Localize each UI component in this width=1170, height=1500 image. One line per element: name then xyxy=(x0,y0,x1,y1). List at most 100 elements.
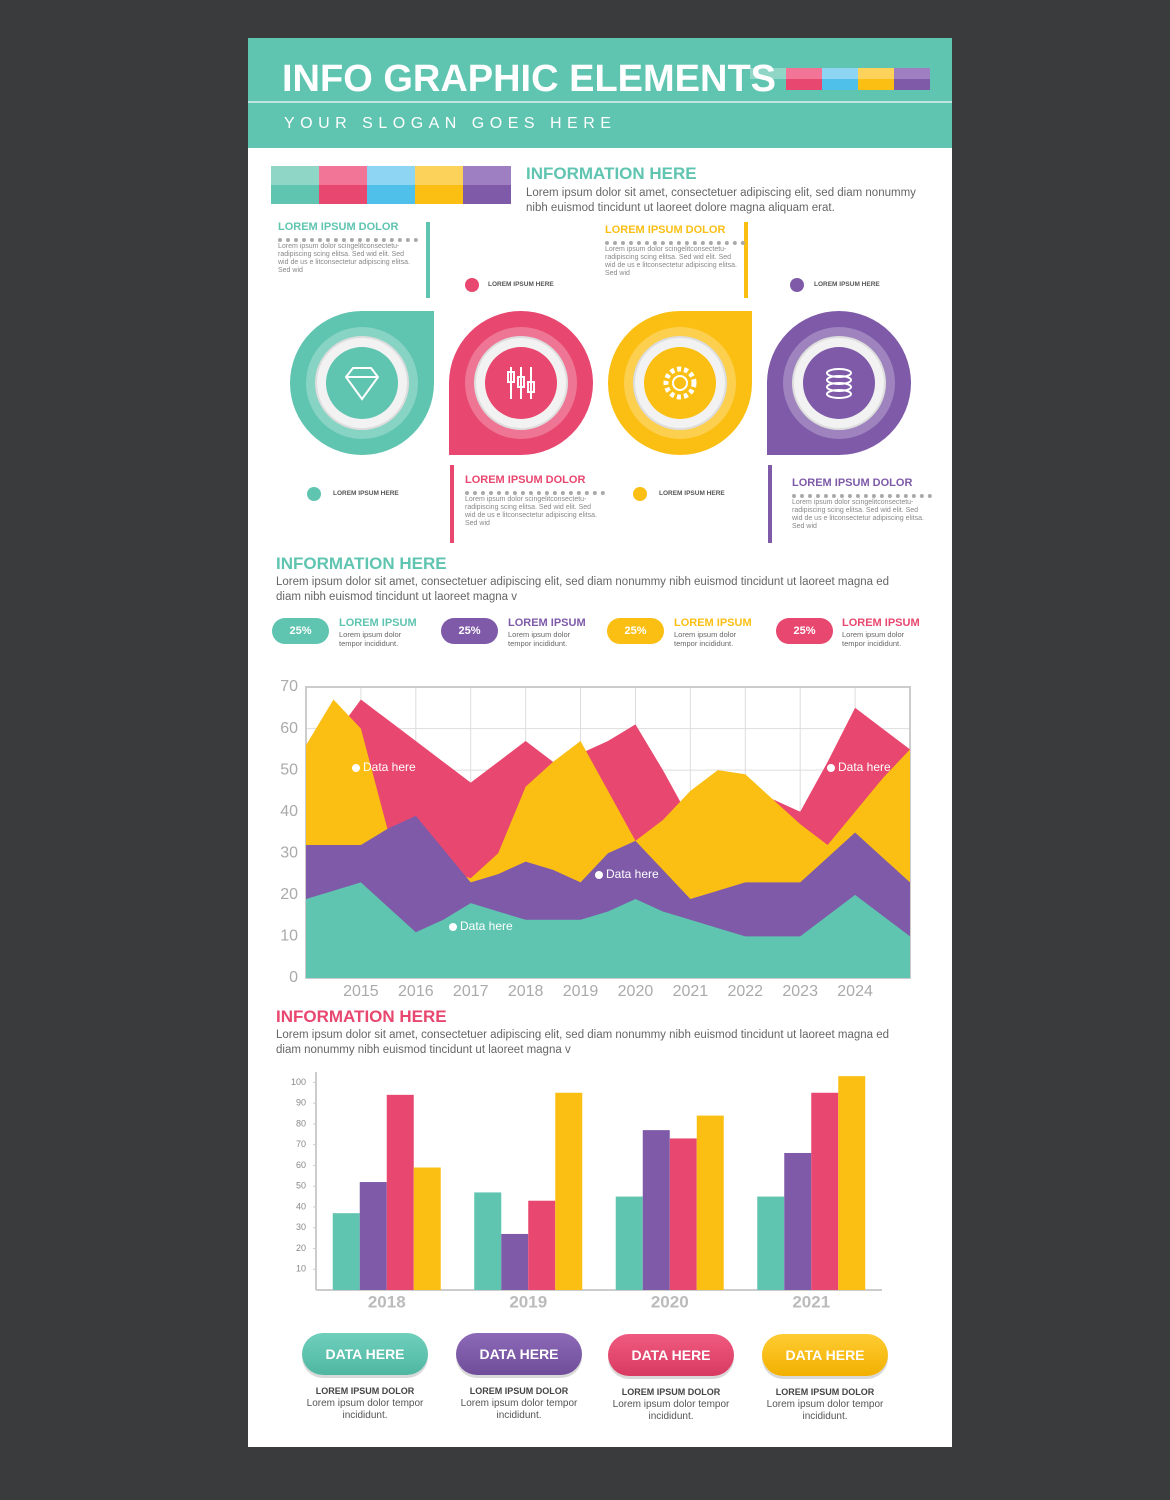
button-text: Lorem ipsum dolor tempor incididunt. xyxy=(306,1398,424,1421)
bar xyxy=(501,1233,529,1290)
y-tick-label: 10 xyxy=(296,1264,306,1274)
x-tick-label: 2019 xyxy=(563,983,599,1000)
dot xyxy=(790,278,804,292)
bar xyxy=(474,1192,502,1290)
stat-pill: 25% xyxy=(272,618,329,644)
y-tick-label: 50 xyxy=(280,761,298,778)
y-tick-label: 30 xyxy=(296,1222,306,1232)
swatch xyxy=(415,185,463,204)
bar xyxy=(386,1094,414,1290)
button: DATA HERE xyxy=(762,1334,888,1376)
x-tick-label: 2016 xyxy=(398,983,434,1000)
bar xyxy=(696,1115,724,1290)
swatch xyxy=(894,79,930,90)
x-tick-label: 2021 xyxy=(673,983,709,1000)
x-tick-label: 2019 xyxy=(509,1292,547,1311)
x-tick-label: 2023 xyxy=(782,983,818,1000)
button-text: Lorem ipsum dolor tempor incididunt. xyxy=(460,1398,578,1421)
bar xyxy=(555,1092,583,1290)
y-tick-label: 100 xyxy=(291,1077,306,1087)
x-tick-label: 2020 xyxy=(651,1292,689,1311)
heading: INFORMATION HERE xyxy=(526,164,697,183)
y-tick-label: 30 xyxy=(280,845,298,862)
bar xyxy=(615,1196,643,1290)
annotation-text: Data here xyxy=(363,760,416,774)
annotation-dot xyxy=(449,923,457,931)
button-text: Lorem ipsum dolor tempor incididunt. xyxy=(766,1399,884,1422)
slogan: YOUR SLOGAN GOES HERE xyxy=(284,115,617,132)
stat-heading: LOREM IPSUM xyxy=(674,617,752,629)
bar xyxy=(811,1092,839,1290)
stat-text: Lorem ipsum dolor tempor incididunt. xyxy=(508,630,571,648)
swatch xyxy=(415,166,463,185)
swatch xyxy=(271,185,319,204)
swatch xyxy=(463,185,511,204)
y-tick-label: 70 xyxy=(280,678,298,695)
annotation-text: Data here xyxy=(838,760,891,774)
swatch xyxy=(858,79,894,90)
stat-text: Lorem ipsum dolor tempor incididunt. xyxy=(842,630,905,648)
button-heading: LOREM IPSUM DOLOR xyxy=(621,1387,721,1397)
dot xyxy=(633,487,647,501)
icon-coin xyxy=(826,389,852,399)
swatch xyxy=(319,166,367,185)
area-chart: 0 10 20 30 40 50 60 70 2015 2016 2017 2018 2019 2020 2… xyxy=(280,678,911,1000)
bar xyxy=(413,1167,441,1290)
step-heading: LOREM IPSUM DOLOR xyxy=(465,474,605,495)
x-tick-label: 2017 xyxy=(453,983,489,1000)
dot-label: LOREM IPSUM HERE xyxy=(488,281,554,288)
dot xyxy=(307,487,321,501)
stat-pill: 25% xyxy=(441,618,498,644)
step-heading: LOREM IPSUM DOLOR xyxy=(605,224,745,245)
y-tick-label: 80 xyxy=(296,1118,306,1128)
title: INFO GRAPHIC ELEMENTS xyxy=(282,58,777,100)
y-tick-label: 20 xyxy=(280,886,298,903)
x-tick-label: 2024 xyxy=(837,983,873,1000)
y-tick-label: 40 xyxy=(296,1201,306,1211)
icon-box xyxy=(517,376,525,388)
icon xyxy=(507,367,535,399)
drop-core xyxy=(326,347,398,419)
y-tick-label: 50 xyxy=(296,1181,306,1191)
y-tick-label: 70 xyxy=(296,1139,306,1149)
bar-chart: 10 20 30 40 50 60 70 80 90 100 2018 2019 2020 2021 xyxy=(291,1072,882,1311)
heading: INFORMATION HERE xyxy=(276,554,447,573)
stat-heading: LOREM IPSUM xyxy=(339,617,417,629)
dot-label: LOREM IPSUM HERE xyxy=(659,490,725,497)
swatch xyxy=(750,68,786,79)
bar xyxy=(784,1152,812,1290)
annotation-text: Data here xyxy=(460,919,513,933)
button-text: Lorem ipsum dolor tempor incididunt. xyxy=(612,1399,730,1422)
bar xyxy=(359,1182,387,1290)
step-text: Lorem ipsum dolor scingelitconsectetu- r… xyxy=(465,496,597,527)
y-tick-label: 60 xyxy=(280,720,298,737)
bar xyxy=(642,1130,670,1290)
drops xyxy=(290,311,911,455)
x-tick-label: 2015 xyxy=(343,983,379,1000)
annotation: Data here xyxy=(449,919,513,933)
icon xyxy=(663,366,697,400)
x-tick-label: 2020 xyxy=(618,983,654,1000)
x-tick-label: 2018 xyxy=(508,983,544,1000)
swatch xyxy=(750,79,786,90)
area xyxy=(306,882,910,978)
paragraph: Lorem ipsum dolor sit amet, consectetuer… xyxy=(276,1029,890,1056)
button-heading: LOREM IPSUM DOLOR xyxy=(469,1386,569,1396)
step-text: Lorem ipsum dolor scingelitconsectetu- r… xyxy=(792,499,924,530)
y-tick-label: 60 xyxy=(296,1160,306,1170)
icon-gear-hole xyxy=(672,375,688,391)
icon-box xyxy=(527,381,535,393)
step-heading: LOREM IPSUM DOLOR xyxy=(792,477,932,498)
dot-label: LOREM IPSUM HERE xyxy=(814,281,880,288)
icon-box xyxy=(507,371,515,383)
icon xyxy=(344,367,380,401)
x-tick-label: 2018 xyxy=(368,1292,406,1311)
y-tick-label: 20 xyxy=(296,1243,306,1253)
annotation-dot xyxy=(595,871,603,879)
stat-text: Lorem ipsum dolor tempor incididunt. xyxy=(339,630,402,648)
button-heading: LOREM IPSUM DOLOR xyxy=(775,1387,875,1397)
x-tick-label: 2021 xyxy=(792,1292,830,1311)
paragraph: Lorem ipsum dolor sit amet, consectetuer… xyxy=(526,187,916,214)
button: DATA HERE xyxy=(456,1333,582,1375)
